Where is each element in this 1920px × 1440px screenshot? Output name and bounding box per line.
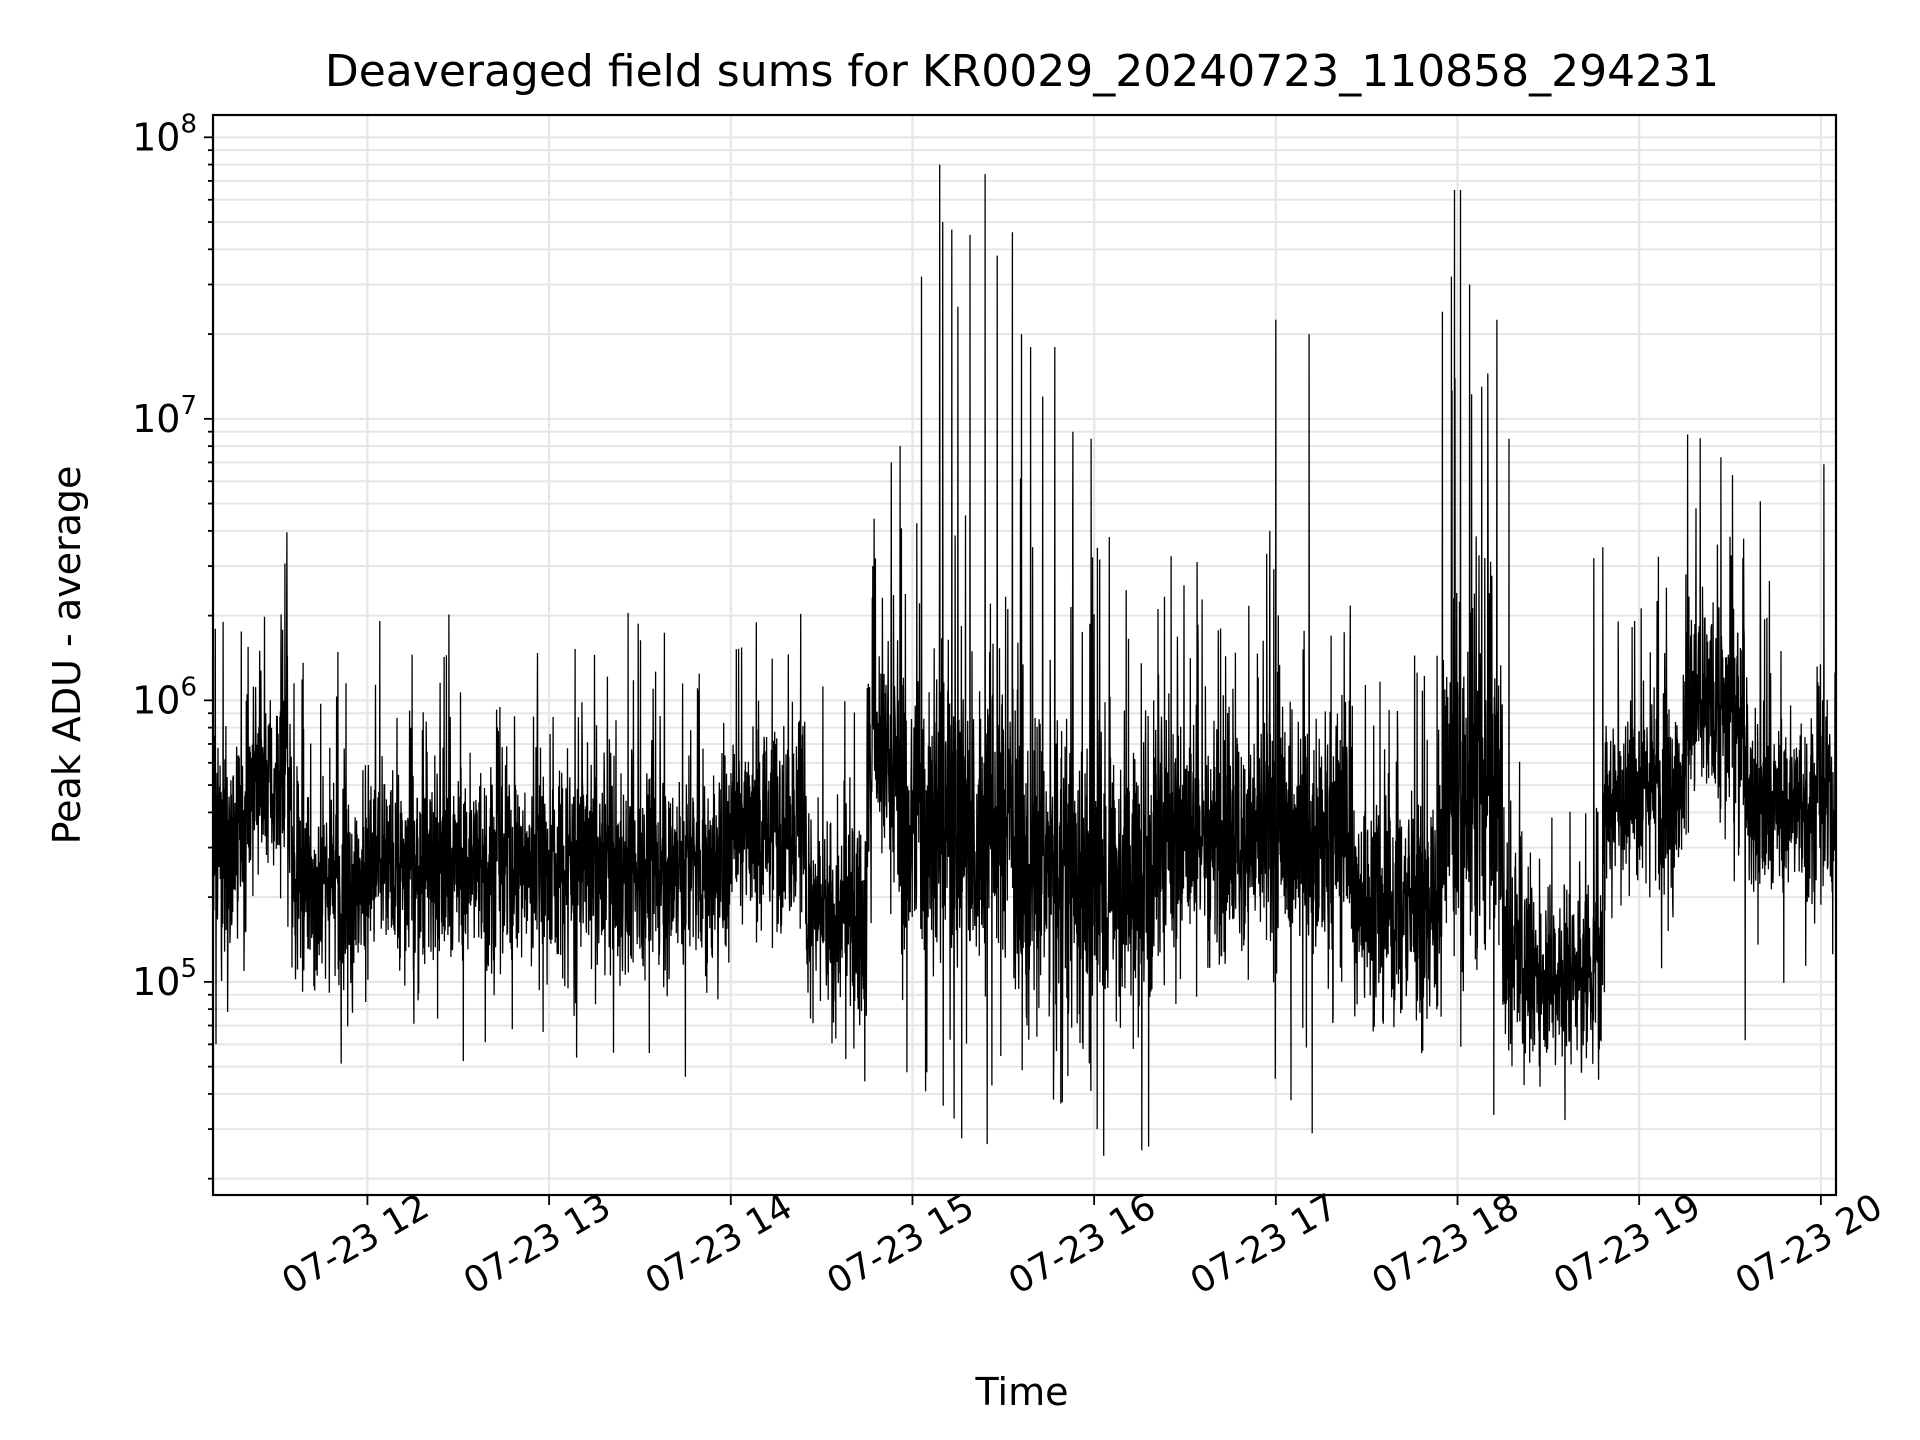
series-line	[213, 164, 1836, 1156]
chart-title: Deaveraged field sums for KR0029_2024072…	[325, 46, 1719, 97]
y-tick-label: 107	[132, 391, 197, 441]
plot-frame	[211, 113, 1838, 1197]
y-tick-label: 108	[132, 109, 197, 159]
y-axis: 105 106 107 108	[132, 109, 213, 1180]
series-layer	[213, 164, 1836, 1156]
y-tick-label: 106	[132, 672, 197, 722]
x-axis-label: Time	[975, 1370, 1069, 1414]
y-tick-label: 105	[132, 954, 197, 1004]
y-axis-label: Peak ADU - average	[45, 466, 89, 845]
